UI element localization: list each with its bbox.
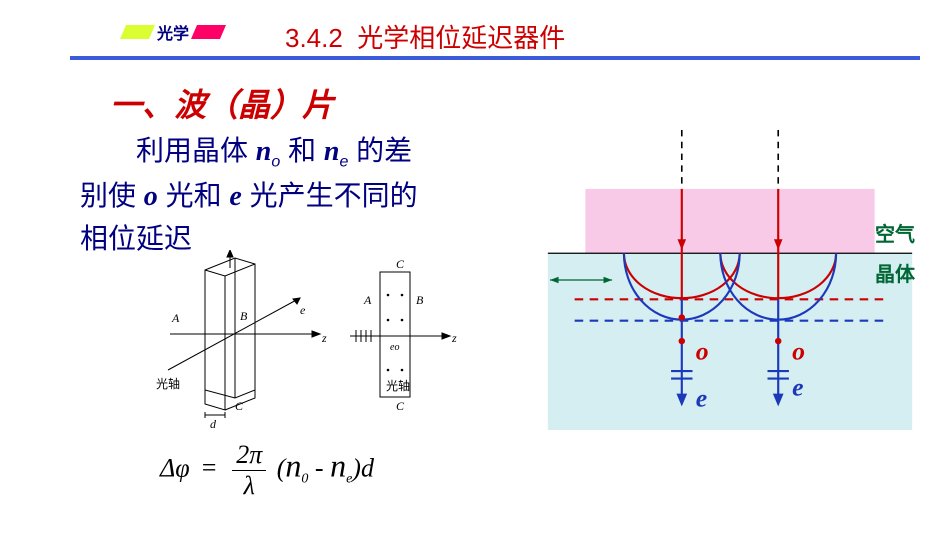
heading-1: 一、波（晶）片 (110, 80, 334, 126)
svg-text:B: B (416, 293, 424, 307)
svg-text:光轴: 光轴 (386, 378, 410, 393)
svg-text:C: C (235, 399, 244, 413)
n0: n (285, 447, 301, 483)
minus: - (315, 453, 324, 482)
svg-text:eo: eo (390, 342, 399, 353)
section-number: 3.4.2 (285, 23, 343, 53)
txt: 的差 (356, 135, 412, 166)
logo-text: 光学 (157, 20, 189, 44)
logo-right-shape (191, 25, 226, 39)
txt: 光产生不同的 (250, 180, 418, 211)
section-name: 光学相位延迟器件 (357, 23, 565, 53)
slide-header: 光学 3.4.2 光学相位延迟器件 (0, 0, 950, 60)
txt: 别使 (80, 180, 136, 211)
svg-text:C: C (396, 399, 405, 413)
sub-o: o (271, 154, 280, 171)
svg-text:A: A (171, 311, 180, 325)
svg-text:C: C (396, 257, 405, 271)
svg-text:A: A (363, 293, 372, 307)
svg-text:o: o (792, 336, 805, 365)
delta: Δ (160, 453, 175, 482)
it-o: o (144, 181, 158, 212)
svg-text:d: d (210, 417, 217, 430)
section-title: 3.4.2 光学相位延迟器件 (285, 18, 565, 55)
label-air: 空气 (875, 218, 915, 247)
logo: 光学 (120, 20, 226, 44)
rp: ) (352, 453, 361, 482)
svg-text:B: B (240, 309, 248, 323)
svg-text:光轴: 光轴 (156, 376, 180, 391)
svg-text:o: o (696, 336, 709, 365)
label-crystal: 晶体 (875, 258, 915, 287)
svg-text:z: z (451, 331, 457, 345)
header-underline (70, 56, 920, 60)
svg-text:z: z (321, 331, 327, 345)
sub-e: e (339, 154, 348, 171)
ne: n (330, 447, 346, 483)
numerator: 2π (232, 440, 266, 471)
phi: φ (175, 453, 189, 482)
txt: 和 (288, 135, 316, 166)
phase-delay-formula: Δφ = 2π λ (n0 - ne)d (160, 440, 374, 501)
txt: 利用晶体 (136, 135, 248, 166)
it-e: e (229, 181, 241, 212)
d: d (361, 453, 374, 482)
eq: = (200, 453, 218, 482)
svg-text:e: e (792, 373, 803, 402)
fraction: 2π λ (232, 440, 266, 501)
sym-ne: n (324, 136, 340, 167)
crystal-refraction-diagram: o o e e (530, 130, 930, 430)
denominator: λ (232, 471, 266, 501)
logo-left-shape (120, 25, 155, 39)
svg-text:e: e (696, 383, 707, 412)
waveplate-sketch: o A B e z 光轴 C d C A B eo z 光轴 C (150, 250, 460, 430)
svg-text:o: o (228, 250, 234, 251)
txt: 光和 (166, 180, 222, 211)
body-paragraph: 利用晶体 no 和 ne 的差 别使 o 光和 e 光产生不同的 相位延迟 (80, 130, 460, 260)
sym-no: n (256, 136, 272, 167)
svg-text:e: e (300, 303, 306, 317)
txt: 相位延迟 (80, 223, 192, 254)
sub0: 0 (301, 472, 308, 487)
